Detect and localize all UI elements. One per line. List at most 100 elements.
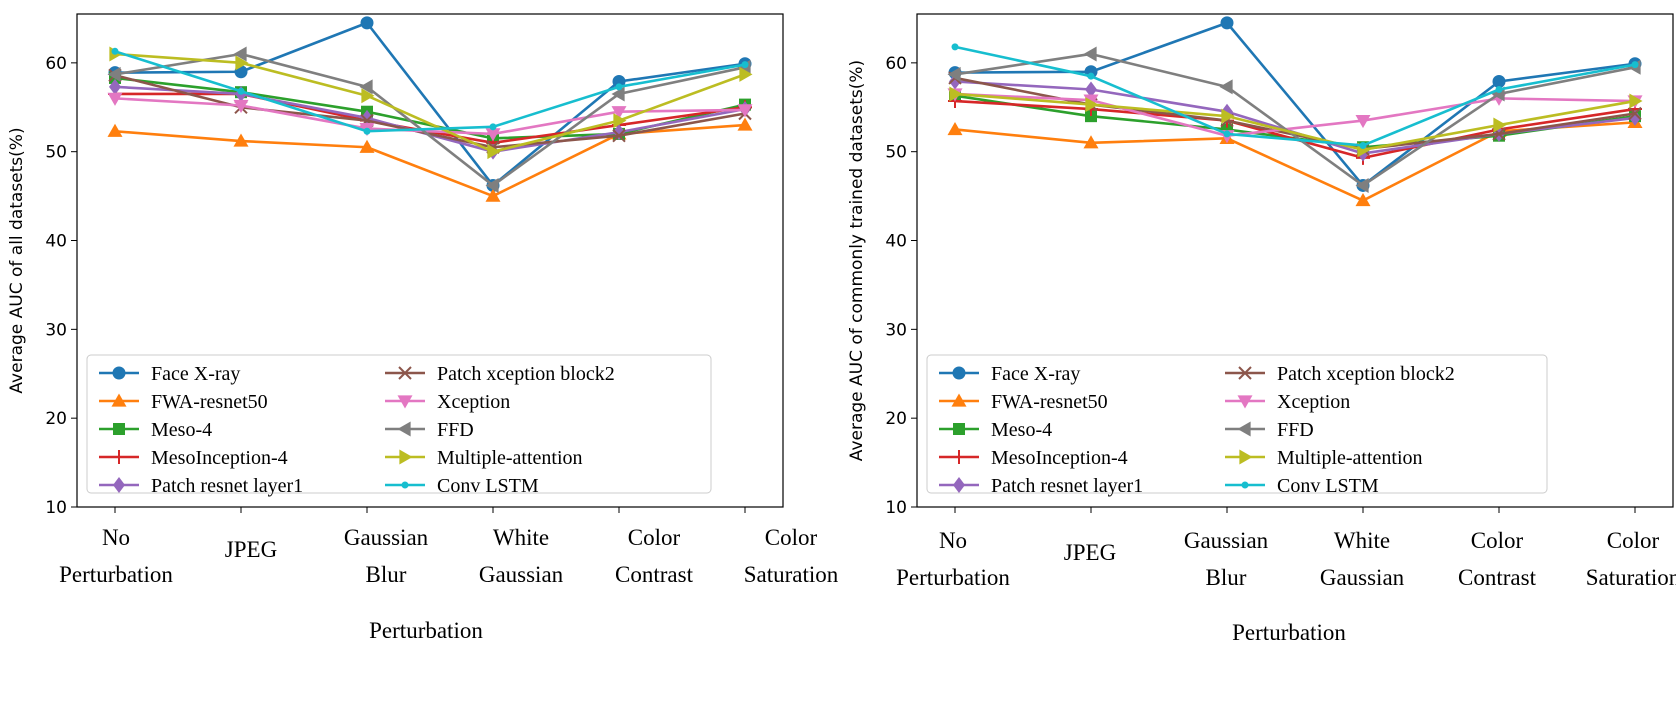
y-tick-label: 60 xyxy=(885,54,907,74)
data-point xyxy=(1220,16,1234,30)
legend-box xyxy=(926,354,1548,494)
data-point xyxy=(233,99,249,113)
data-point xyxy=(1085,81,1097,98)
x-category-label-line: Color xyxy=(628,525,681,550)
x-category-label-line: Saturation xyxy=(1586,565,1676,590)
series-line xyxy=(954,92,1636,152)
legend-label: Xception xyxy=(437,391,510,413)
data-point xyxy=(611,106,627,120)
x-axis-title: Perturbation xyxy=(369,618,483,643)
legend-item: Patch xception block2 xyxy=(385,363,615,385)
legend-marker xyxy=(952,450,966,464)
legend-marker xyxy=(399,449,413,465)
legend-label: Patch resnet layer1 xyxy=(151,475,303,497)
x-category-label-line: No xyxy=(102,525,130,550)
data-point xyxy=(741,61,749,69)
series-xception xyxy=(107,92,753,142)
data-point xyxy=(1355,114,1371,129)
legend-marker xyxy=(1238,366,1252,380)
x-category-label-line: White xyxy=(493,525,549,550)
data-point xyxy=(613,113,627,129)
legend-item: FFD xyxy=(385,419,474,441)
y-tick-label: 40 xyxy=(45,232,67,252)
series-multiple-attention xyxy=(949,86,1643,158)
series-line xyxy=(954,21,1636,187)
x-category-label: Gaussian Blur xyxy=(344,525,429,587)
legend-marker xyxy=(398,366,412,380)
series-line xyxy=(114,52,746,153)
legend-label: FWA-resnet50 xyxy=(151,391,268,413)
x-category-label-line: Color xyxy=(765,525,818,550)
data-point xyxy=(947,121,963,136)
data-point xyxy=(107,66,121,82)
x-category-label-line: Blur xyxy=(366,562,407,587)
legend-marker xyxy=(952,366,966,380)
y-axis-title: Average AUC of all datasets(%) xyxy=(7,127,27,393)
legend-label: MesoInception-4 xyxy=(991,447,1128,469)
data-point xyxy=(235,55,249,71)
series-conv-lstm xyxy=(111,47,749,135)
legend-item: Conv LSTM xyxy=(1225,475,1379,497)
data-point xyxy=(1083,135,1099,149)
series-line xyxy=(114,50,746,133)
legend-item: Multiple-attention xyxy=(385,447,583,469)
data-point xyxy=(947,66,961,82)
legend-item: Xception xyxy=(385,391,510,413)
legend-label: FFD xyxy=(1277,419,1314,441)
y-tick-label: 30 xyxy=(885,320,907,340)
data-point xyxy=(612,128,626,143)
data-point xyxy=(1355,177,1369,193)
data-point xyxy=(111,47,119,55)
data-point xyxy=(1219,79,1233,95)
legend-label: Patch xception block2 xyxy=(437,363,615,385)
y-tick-label: 20 xyxy=(885,409,907,429)
legend-marker xyxy=(401,481,409,489)
data-point xyxy=(487,144,501,160)
legend-marker xyxy=(397,395,413,409)
legend-box xyxy=(86,354,712,494)
data-point xyxy=(107,123,123,137)
x-axis-title: Perturbation xyxy=(1232,620,1346,645)
series-face-x-ray xyxy=(948,16,1642,192)
legend-label: Face X-ray xyxy=(151,363,240,385)
legend-item: Meso-4 xyxy=(99,419,212,441)
legend-marker xyxy=(953,423,965,435)
x-category-label: JPEG xyxy=(1064,540,1116,565)
legend-item: Patch resnet layer1 xyxy=(99,475,303,497)
y-tick-label: 50 xyxy=(885,143,907,163)
data-point xyxy=(485,188,501,202)
plot-frame xyxy=(76,13,784,508)
legend-label: Meso-4 xyxy=(151,419,212,441)
legend-marker xyxy=(113,477,125,493)
x-category-label: Color Saturation xyxy=(744,525,839,587)
data-point xyxy=(485,177,499,193)
data-point xyxy=(1355,193,1371,207)
data-point xyxy=(360,16,374,30)
data-point xyxy=(233,133,249,147)
legend-item: Multiple-attention xyxy=(1225,447,1423,469)
y-tick-label: 40 xyxy=(885,232,907,252)
y-tick-label: 10 xyxy=(45,498,67,518)
data-point xyxy=(739,66,753,82)
legend-label: Patch xception block2 xyxy=(1277,363,1455,385)
chart-panel-2: 10 20 30 40 50 60 No Perturbation JPEG Gaussian Bl… xyxy=(847,13,1676,645)
x-category-label-line: Color xyxy=(1607,528,1660,553)
series-ffd xyxy=(107,46,751,193)
x-category-label-line: Gaussian xyxy=(479,562,564,587)
series-line xyxy=(114,52,746,187)
y-tick-label: 60 xyxy=(45,54,67,74)
data-point xyxy=(611,86,625,102)
series-mesoinception-4 xyxy=(108,86,752,150)
legend-label: Patch resnet layer1 xyxy=(991,475,1143,497)
y-tick-label: 50 xyxy=(45,143,67,163)
legend-marker xyxy=(112,366,126,380)
legend-marker xyxy=(1237,395,1253,409)
data-point xyxy=(359,139,375,153)
series-line xyxy=(954,52,1636,187)
legend-label: Multiple-attention xyxy=(437,447,583,469)
legend-label: Face X-ray xyxy=(991,363,1080,385)
legend-marker xyxy=(112,450,126,464)
x-category-label: Gaussian Blur xyxy=(1184,528,1269,590)
